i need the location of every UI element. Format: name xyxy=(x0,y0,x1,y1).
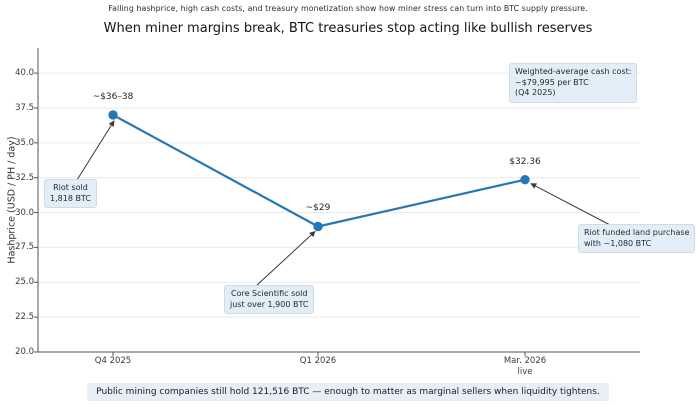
y-tick-label: 25.0 xyxy=(15,277,34,288)
x-tick-label: Q1 2026 xyxy=(299,356,337,366)
annotation-riot-land-purchase: Riot funded land purchase with ~1,080 BT… xyxy=(578,224,696,254)
annotation-arrow xyxy=(255,230,316,287)
data-point-marker xyxy=(108,110,118,120)
data-point-marker xyxy=(520,174,530,185)
data-point-marker xyxy=(313,221,323,232)
data-point-label: $32.36 xyxy=(509,156,541,167)
chart-title: When miner margins break, BTC treasuries… xyxy=(103,21,593,36)
annotation-core-scientific-sold: Core Scientific sold just over 1,900 BTC xyxy=(224,285,315,315)
y-tick-label: 35.0 xyxy=(15,137,34,148)
y-tick-label: 22.5 xyxy=(15,312,34,323)
data-point-label: ~$36–38 xyxy=(92,91,134,102)
y-tick-label: 40.0 xyxy=(15,68,34,79)
y-tick-label: 32.5 xyxy=(15,172,34,183)
y-tick-label: 27.5 xyxy=(15,242,34,253)
annotation-arrow xyxy=(76,120,115,181)
figure-subtitle-note: Falling hashprice, high cash costs, and … xyxy=(108,4,588,13)
data-point-label: ~$29 xyxy=(305,203,331,214)
annotation-cash-cost: Weighted-average cash cost: ~$79,995 per… xyxy=(509,63,638,103)
annotation-riot-sold: Riot sold 1,818 BTC xyxy=(44,179,97,209)
footer-note: Public mining companies still hold 121,5… xyxy=(87,383,609,401)
annotation-arrow xyxy=(530,183,613,227)
y-tick-label: 30.0 xyxy=(15,207,34,218)
x-tick-label: Mar. 2026 live xyxy=(503,356,547,378)
y-tick-label: 37.5 xyxy=(15,102,34,113)
y-tick-label: 20.0 xyxy=(15,347,34,357)
x-tick-label: Q4 2025 xyxy=(94,356,132,366)
